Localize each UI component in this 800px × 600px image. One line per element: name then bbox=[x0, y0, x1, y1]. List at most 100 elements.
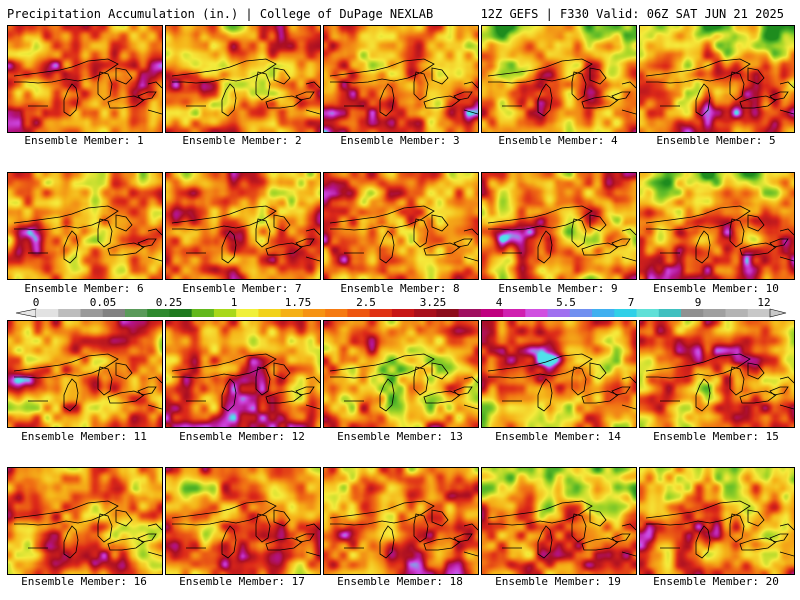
great-lakes-outline bbox=[487, 353, 636, 412]
great-lakes-outline bbox=[13, 58, 162, 117]
colorbar-swatch bbox=[302, 309, 326, 317]
ensemble-member-caption: Ensemble Member: 8 bbox=[340, 282, 460, 295]
ensemble-member-caption: Ensemble Member: 7 bbox=[182, 282, 302, 295]
ensemble-member-map-6 bbox=[7, 172, 163, 280]
precip-field bbox=[640, 173, 794, 279]
colorbar-tick-label: 9 bbox=[694, 296, 702, 309]
precip-field bbox=[324, 468, 478, 574]
page-title: Precipitation Accumulation (in.) | Colle… bbox=[7, 7, 434, 21]
precip-field bbox=[8, 321, 162, 427]
colorbar-swatch bbox=[614, 309, 638, 317]
precip-field bbox=[482, 468, 636, 574]
colorbar-swatch bbox=[124, 309, 148, 317]
ensemble-member-caption: Ensemble Member: 6 bbox=[24, 282, 144, 295]
colorbar-swatch bbox=[280, 309, 304, 317]
colorbar-swatch bbox=[636, 309, 660, 317]
colorbar-swatch bbox=[458, 309, 482, 317]
ensemble-member-caption: Ensemble Member: 3 bbox=[340, 134, 460, 147]
ensemble-member-map-12 bbox=[165, 320, 321, 428]
great-lakes-outline bbox=[645, 353, 794, 412]
colorbar-tick-label: 0.05 bbox=[89, 296, 117, 309]
colorbar-tick-label: 1 bbox=[230, 296, 238, 309]
ensemble-member-map-10 bbox=[639, 172, 795, 280]
colorbar-tick-label: 12 bbox=[757, 296, 771, 309]
ensemble-member-caption: Ensemble Member: 19 bbox=[495, 575, 621, 588]
colorbar-min-arrow bbox=[15, 308, 37, 318]
colorbar-swatch bbox=[325, 309, 348, 317]
precip-field bbox=[640, 26, 794, 132]
precip-field bbox=[482, 26, 636, 132]
ensemble-member-map-14 bbox=[481, 320, 637, 428]
ensemble-member-caption: Ensemble Member: 12 bbox=[179, 430, 305, 443]
ensemble-member-map-1 bbox=[7, 25, 163, 133]
ensemble-member-map-5 bbox=[639, 25, 795, 133]
colorbar-swatch bbox=[658, 309, 682, 317]
ensemble-member-map-8 bbox=[323, 172, 479, 280]
ensemble-member-map-16 bbox=[7, 467, 163, 575]
precip-field bbox=[8, 173, 162, 279]
great-lakes-outline bbox=[487, 58, 636, 117]
great-lakes-outline bbox=[487, 205, 636, 264]
great-lakes-outline bbox=[13, 353, 162, 412]
great-lakes-outline bbox=[487, 500, 636, 559]
ensemble-member-map-11 bbox=[7, 320, 163, 428]
colorbar-swatch bbox=[681, 309, 704, 317]
colorbar-swatch bbox=[414, 309, 437, 317]
colorbar-swatch bbox=[747, 309, 771, 317]
ensemble-member-map-15 bbox=[639, 320, 795, 428]
ensemble-member-map-13 bbox=[323, 320, 479, 428]
precip-field bbox=[324, 321, 478, 427]
colorbar-swatch bbox=[391, 309, 415, 317]
ensemble-member-caption: Ensemble Member: 1 bbox=[24, 134, 144, 147]
colorbar-tick-label: 4 bbox=[495, 296, 503, 309]
colorbar-swatch bbox=[369, 309, 393, 317]
colorbar-swatch bbox=[80, 309, 104, 317]
great-lakes-outline bbox=[171, 58, 320, 117]
ensemble-member-caption: Ensemble Member: 9 bbox=[498, 282, 618, 295]
precip-field bbox=[640, 468, 794, 574]
colorbar-swatch bbox=[258, 309, 282, 317]
ensemble-member-map-20 bbox=[639, 467, 795, 575]
colorbar-swatch bbox=[725, 309, 749, 317]
ensemble-member-map-9 bbox=[481, 172, 637, 280]
colorbar-swatch bbox=[525, 309, 549, 317]
great-lakes-outline bbox=[329, 205, 478, 264]
ensemble-member-caption: Ensemble Member: 2 bbox=[182, 134, 302, 147]
ensemble-member-map-19 bbox=[481, 467, 637, 575]
precip-field bbox=[166, 321, 320, 427]
precip-field bbox=[640, 321, 794, 427]
colorbar-swatch bbox=[436, 309, 460, 317]
great-lakes-outline bbox=[329, 500, 478, 559]
colorbar-tick-label: 5.5 bbox=[556, 296, 576, 309]
great-lakes-outline bbox=[329, 353, 478, 412]
great-lakes-outline bbox=[171, 353, 320, 412]
great-lakes-outline bbox=[645, 500, 794, 559]
precip-field bbox=[482, 321, 636, 427]
colorbar-swatch bbox=[36, 309, 59, 317]
colorbar-swatch bbox=[703, 309, 727, 317]
great-lakes-outline bbox=[13, 500, 162, 559]
colorbar-swatch bbox=[569, 309, 593, 317]
ensemble-member-map-17 bbox=[165, 467, 321, 575]
precip-field bbox=[324, 173, 478, 279]
colorbar-swatch bbox=[147, 309, 170, 317]
precip-field bbox=[8, 26, 162, 132]
ensemble-member-caption: Ensemble Member: 15 bbox=[653, 430, 779, 443]
precip-field bbox=[482, 173, 636, 279]
colorbar-swatch bbox=[191, 309, 215, 317]
colorbar-swatch bbox=[102, 309, 126, 317]
colorbar-swatch bbox=[503, 309, 526, 317]
colorbar-tick-label: 3.25 bbox=[419, 296, 447, 309]
colorbar-tick-label: 0 bbox=[32, 296, 40, 309]
precip-field bbox=[8, 468, 162, 574]
great-lakes-outline bbox=[645, 205, 794, 264]
ensemble-member-caption: Ensemble Member: 5 bbox=[656, 134, 776, 147]
ensemble-member-map-2 bbox=[165, 25, 321, 133]
ensemble-member-caption: Ensemble Member: 18 bbox=[337, 575, 463, 588]
ensemble-member-caption: Ensemble Member: 16 bbox=[21, 575, 147, 588]
ensemble-member-map-18 bbox=[323, 467, 479, 575]
colorbar-max-arrow bbox=[769, 308, 787, 318]
precip-field bbox=[166, 173, 320, 279]
colorbar-swatch bbox=[58, 309, 81, 317]
